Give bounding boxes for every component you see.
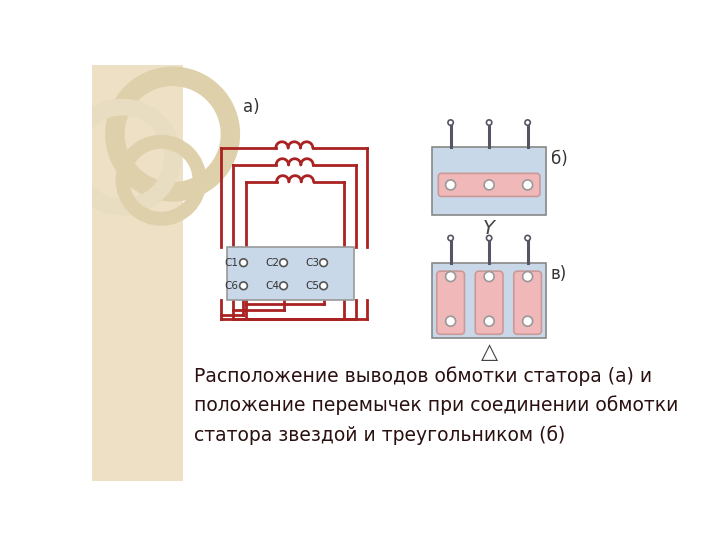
- Circle shape: [240, 282, 248, 289]
- FancyBboxPatch shape: [475, 271, 503, 334]
- Circle shape: [446, 180, 456, 190]
- Circle shape: [523, 272, 533, 281]
- Bar: [432, 262, 546, 338]
- Circle shape: [523, 180, 533, 190]
- Text: С3: С3: [305, 258, 319, 268]
- Circle shape: [320, 282, 328, 289]
- Circle shape: [240, 259, 248, 267]
- Bar: [92, 65, 183, 481]
- Circle shape: [525, 235, 531, 241]
- Text: С2: С2: [265, 258, 279, 268]
- Circle shape: [484, 180, 494, 190]
- Circle shape: [487, 235, 492, 241]
- Circle shape: [448, 120, 454, 125]
- Text: Y: Y: [483, 219, 495, 238]
- Circle shape: [484, 272, 494, 281]
- Circle shape: [487, 120, 492, 125]
- Bar: [432, 147, 546, 215]
- Circle shape: [448, 235, 454, 241]
- Circle shape: [279, 282, 287, 289]
- Text: △: △: [480, 342, 498, 362]
- Text: С5: С5: [305, 281, 319, 291]
- Text: С1: С1: [225, 258, 239, 268]
- FancyBboxPatch shape: [438, 173, 540, 197]
- Circle shape: [484, 316, 494, 326]
- Text: Расположение выводов обмотки статора (а) и
положение перемычек при соединении об: Расположение выводов обмотки статора (а)…: [194, 367, 678, 444]
- Bar: [227, 247, 354, 300]
- Text: а): а): [243, 98, 260, 116]
- Circle shape: [446, 272, 456, 281]
- Text: С4: С4: [265, 281, 279, 291]
- Circle shape: [525, 120, 531, 125]
- Circle shape: [446, 316, 456, 326]
- Circle shape: [279, 259, 287, 267]
- Circle shape: [320, 259, 328, 267]
- Circle shape: [523, 316, 533, 326]
- Text: б): б): [551, 150, 567, 168]
- Text: С6: С6: [225, 281, 239, 291]
- FancyBboxPatch shape: [514, 271, 541, 334]
- FancyBboxPatch shape: [437, 271, 464, 334]
- Text: в): в): [551, 265, 567, 284]
